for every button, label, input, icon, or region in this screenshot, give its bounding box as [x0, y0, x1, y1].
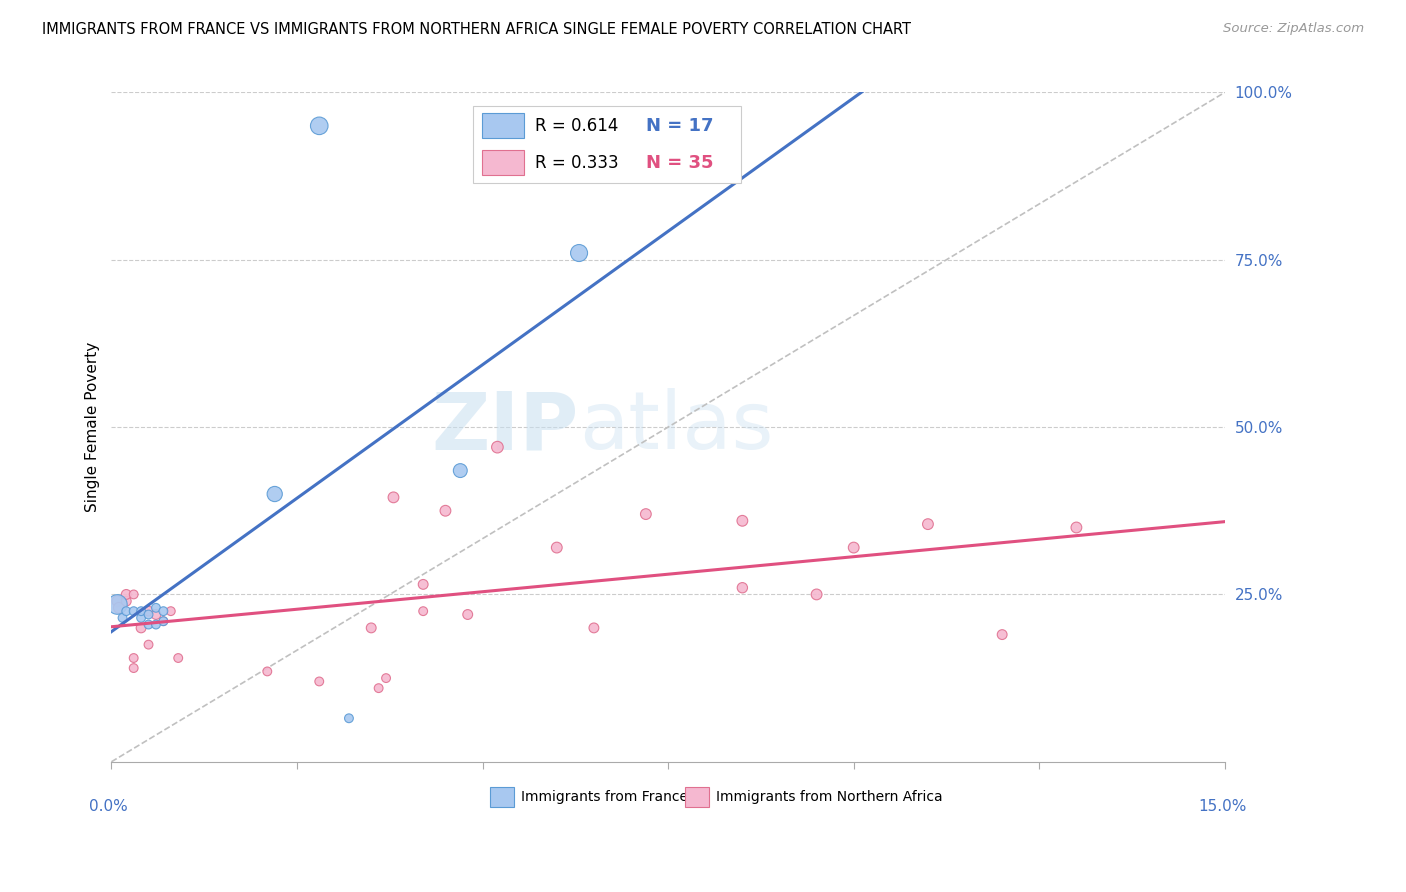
Point — [842, 541, 865, 555]
Point — [449, 464, 471, 478]
Y-axis label: Single Female Poverty: Single Female Poverty — [86, 342, 100, 512]
Point — [263, 487, 285, 501]
Point — [111, 611, 134, 625]
Point — [1066, 520, 1088, 534]
Point — [457, 607, 479, 622]
Text: N = 35: N = 35 — [645, 153, 713, 172]
Text: atlas: atlas — [579, 388, 773, 467]
Point — [731, 514, 754, 528]
Point — [337, 711, 360, 725]
Point — [145, 617, 167, 632]
FancyBboxPatch shape — [482, 150, 524, 175]
Point — [634, 507, 657, 521]
Point — [308, 674, 330, 689]
Text: Immigrants from France: Immigrants from France — [522, 789, 688, 804]
Bar — [685, 787, 710, 806]
Point — [145, 607, 167, 622]
Point — [434, 504, 457, 518]
Point — [367, 681, 389, 695]
Point — [138, 617, 160, 632]
Point — [360, 621, 382, 635]
Point — [412, 577, 434, 591]
Point — [129, 621, 152, 635]
FancyBboxPatch shape — [482, 113, 524, 138]
Point — [256, 665, 278, 679]
Point — [152, 604, 174, 618]
Point — [375, 671, 398, 685]
Point — [568, 246, 591, 260]
Point — [115, 604, 138, 618]
Point — [138, 607, 160, 622]
Point — [308, 119, 330, 133]
Bar — [489, 787, 515, 806]
Point — [122, 587, 145, 601]
FancyBboxPatch shape — [474, 106, 741, 183]
Point — [122, 661, 145, 675]
Point — [991, 627, 1014, 641]
Point — [138, 638, 160, 652]
Point — [382, 491, 405, 505]
Point — [129, 604, 152, 618]
Text: 0.0%: 0.0% — [89, 798, 128, 814]
Text: Source: ZipAtlas.com: Source: ZipAtlas.com — [1223, 22, 1364, 36]
Point — [115, 587, 138, 601]
Text: R = 0.614: R = 0.614 — [534, 117, 617, 135]
Point — [486, 440, 509, 454]
Point — [546, 541, 568, 555]
Point — [152, 614, 174, 628]
Point — [129, 611, 152, 625]
Point — [105, 594, 128, 608]
Text: IMMIGRANTS FROM FRANCE VS IMMIGRANTS FROM NORTHERN AFRICA SINGLE FEMALE POVERTY : IMMIGRANTS FROM FRANCE VS IMMIGRANTS FRO… — [42, 22, 911, 37]
Text: N = 17: N = 17 — [645, 117, 713, 135]
Text: 15.0%: 15.0% — [1199, 798, 1247, 814]
Text: R = 0.333: R = 0.333 — [534, 153, 619, 172]
Point — [108, 600, 131, 615]
Point — [145, 600, 167, 615]
Point — [412, 604, 434, 618]
Point — [105, 598, 128, 612]
Point — [167, 651, 190, 665]
Point — [122, 651, 145, 665]
Point — [152, 614, 174, 628]
Point — [159, 604, 181, 618]
Point — [138, 604, 160, 618]
Text: Immigrants from Northern Africa: Immigrants from Northern Africa — [716, 789, 942, 804]
Text: ZIP: ZIP — [432, 388, 579, 467]
Point — [917, 517, 939, 532]
Point — [806, 587, 828, 601]
Point — [731, 581, 754, 595]
Point — [122, 604, 145, 618]
Point — [582, 621, 605, 635]
Point — [115, 594, 138, 608]
